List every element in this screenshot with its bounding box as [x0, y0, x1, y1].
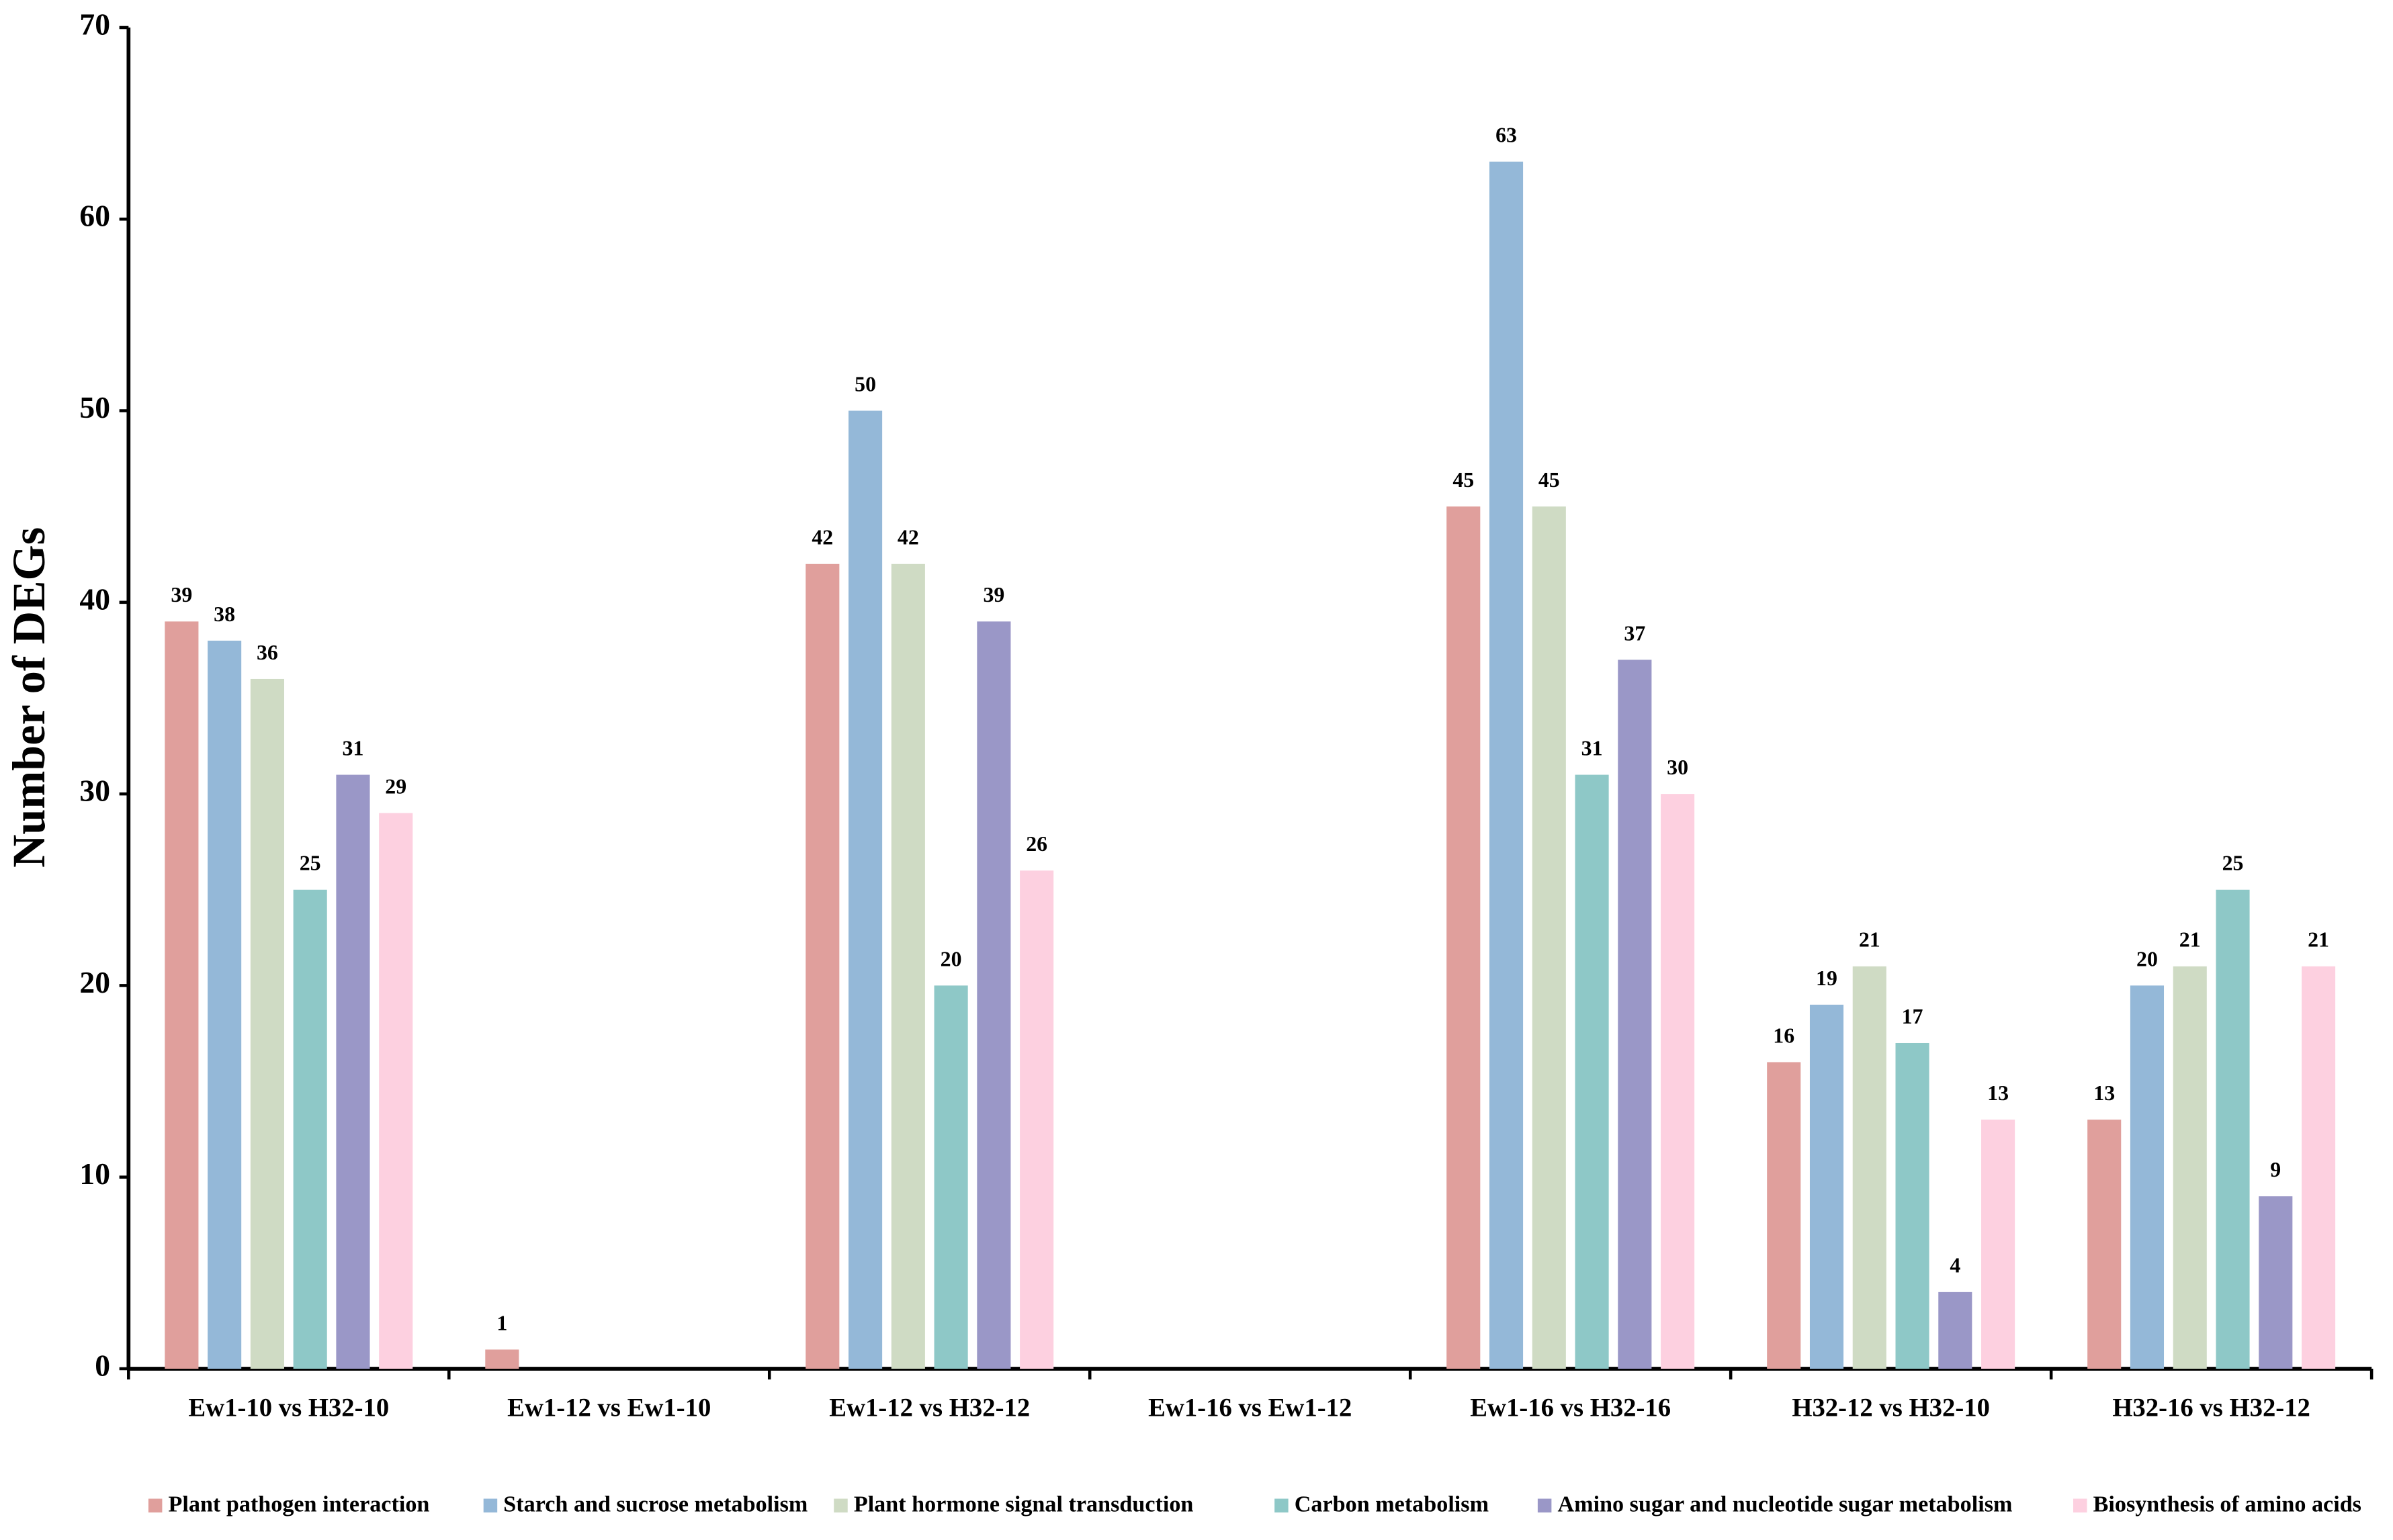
- value-label: 37: [1624, 621, 1645, 645]
- bar: [208, 640, 242, 1369]
- bar: [849, 410, 883, 1369]
- bar: [934, 985, 968, 1369]
- value-label: 16: [1773, 1024, 1794, 1047]
- bar: [336, 774, 370, 1369]
- value-label: 31: [343, 736, 364, 760]
- bar: [806, 563, 840, 1369]
- bar: [891, 563, 925, 1369]
- value-label: 45: [1538, 468, 1560, 492]
- value-label: 42: [812, 526, 833, 549]
- value-label: 25: [300, 852, 321, 875]
- bar: [1938, 1292, 1972, 1369]
- y-tick-label: 30: [79, 774, 110, 808]
- value-label: 20: [2136, 947, 2158, 970]
- bar: [293, 889, 327, 1369]
- y-tick-label: 50: [79, 390, 110, 424]
- value-label: 50: [855, 372, 876, 396]
- value-label: 63: [1495, 124, 1517, 147]
- legend-label: Carbon metabolism: [1295, 1492, 1489, 1517]
- bar: [1575, 774, 1609, 1369]
- value-label: 31: [1581, 736, 1603, 760]
- value-label: 19: [1816, 966, 1837, 990]
- bar: [2130, 985, 2165, 1369]
- value-label: 45: [1452, 468, 1474, 492]
- value-label: 39: [171, 583, 192, 606]
- value-label: 36: [257, 641, 278, 664]
- y-tick-label: 10: [79, 1157, 110, 1191]
- bar: [1489, 161, 1524, 1369]
- legend-swatch: [483, 1498, 498, 1513]
- legend-swatch: [1537, 1498, 1552, 1513]
- x-tick-label: H32-12 vs H32-10: [1792, 1394, 1990, 1422]
- bar: [1532, 506, 1566, 1369]
- legend-swatch: [2073, 1498, 2087, 1513]
- bar: [1020, 870, 1054, 1369]
- value-label: 21: [2308, 928, 2329, 952]
- legend-label: Amino sugar and nucleotide sugar metabol…: [1557, 1492, 2012, 1517]
- y-tick-label: 20: [79, 965, 110, 999]
- bar: [250, 678, 284, 1369]
- x-tick-label: Ew1-12 vs Ew1-10: [507, 1394, 711, 1422]
- value-label: 21: [1859, 928, 1880, 952]
- value-label: 1: [496, 1311, 507, 1334]
- value-label: 21: [2179, 928, 2201, 952]
- bar: [1809, 1004, 1844, 1369]
- value-label: 26: [1026, 832, 1047, 856]
- legend-label: Plant pathogen interaction: [169, 1492, 430, 1517]
- legend-swatch: [148, 1498, 163, 1513]
- value-label: 38: [214, 602, 235, 626]
- bar: [165, 621, 199, 1369]
- legend-label: Plant hormone signal transduction: [854, 1492, 1194, 1517]
- y-tick-label: 70: [79, 7, 110, 41]
- x-tick-label: Ew1-12 vs H32-12: [829, 1394, 1030, 1422]
- legend-label: Biosynthesis of amino acids: [2093, 1492, 2361, 1517]
- bar: [1661, 794, 1695, 1369]
- bar: [1852, 966, 1886, 1369]
- bar: [2259, 1196, 2293, 1369]
- y-tick-label: 40: [79, 582, 110, 616]
- bar: [2173, 966, 2207, 1369]
- legend-swatch: [834, 1498, 848, 1513]
- value-label: 4: [1950, 1254, 1960, 1277]
- value-label: 13: [2093, 1081, 2115, 1105]
- value-label: 42: [898, 526, 919, 549]
- bar: [1618, 660, 1652, 1369]
- bar: [2087, 1120, 2122, 1369]
- x-tick-label: Ew1-10 vs H32-10: [188, 1394, 389, 1422]
- bar: [1895, 1042, 1929, 1369]
- bar: [1446, 506, 1481, 1369]
- value-label: 9: [2270, 1158, 2281, 1181]
- bar: [1981, 1120, 2015, 1369]
- y-tick-label: 0: [95, 1348, 110, 1382]
- y-axis-title: Number of DEGs: [3, 527, 54, 868]
- value-label: 29: [385, 775, 406, 799]
- x-tick-label: Ew1-16 vs Ew1-12: [1148, 1394, 1352, 1422]
- x-tick-label: Ew1-16 vs H32-16: [1470, 1394, 1671, 1422]
- value-label: 30: [1667, 756, 1688, 779]
- legend-swatch: [1274, 1498, 1289, 1513]
- y-tick-label: 60: [79, 199, 110, 233]
- value-label: 20: [941, 947, 962, 970]
- legend-label: Starch and sucrose metabolism: [503, 1492, 808, 1517]
- value-label: 17: [1902, 1005, 1923, 1028]
- value-label: 25: [2222, 852, 2244, 875]
- value-label: 13: [1987, 1081, 2009, 1105]
- bar: [2302, 966, 2336, 1369]
- bar: [379, 813, 413, 1369]
- bar: [1767, 1062, 1801, 1369]
- bar: [977, 621, 1011, 1369]
- value-label: 39: [983, 583, 1004, 606]
- bar: [485, 1349, 519, 1369]
- bar: [2216, 889, 2250, 1369]
- x-tick-label: H32-16 vs H32-12: [2112, 1394, 2310, 1422]
